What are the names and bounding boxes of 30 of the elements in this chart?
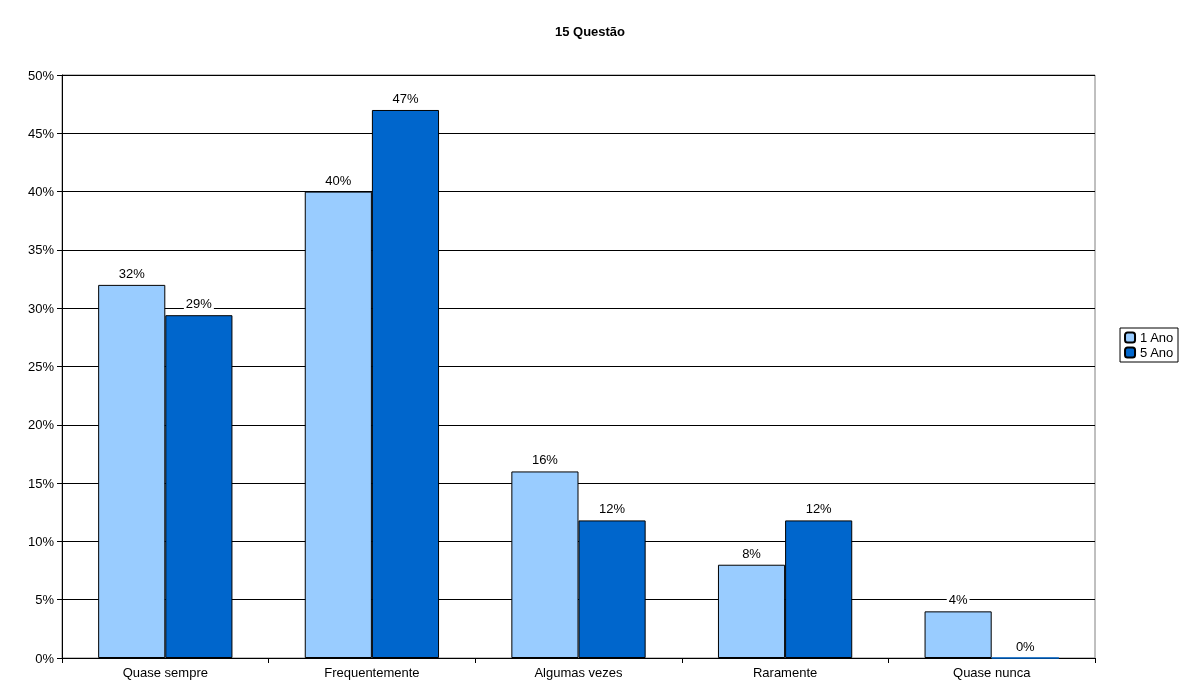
legend-label: 5 Ano — [1140, 345, 1174, 360]
y-tick-label: 10% — [27, 533, 55, 549]
data-label: 16% — [531, 452, 559, 468]
x-tick-label: Raramente — [752, 665, 818, 680]
data-label: 12% — [599, 501, 626, 517]
data-label: 47% — [392, 90, 419, 106]
data-label: 29% — [185, 296, 213, 312]
y-tick-label: 15% — [27, 475, 55, 491]
x-tick-label: Quase sempre — [122, 665, 208, 680]
y-tick-label: 45% — [27, 125, 55, 141]
y-tick-label: 35% — [27, 242, 55, 258]
x-tick-label: Frequentemente — [324, 665, 420, 680]
y-tick-label: 25% — [27, 359, 55, 374]
data-label: 40% — [325, 172, 352, 188]
y-tick-label: 0% — [35, 650, 55, 666]
y-tick-label: 40% — [27, 184, 55, 200]
data-label: 32% — [118, 265, 146, 281]
legend-label: 1 Ano — [1140, 330, 1174, 345]
data-label: 8% — [742, 545, 762, 561]
y-tick-label: 50% — [27, 67, 55, 83]
data-label: 4% — [948, 592, 968, 608]
y-tick-label: 20% — [27, 417, 55, 433]
data-label: 0% — [1015, 638, 1036, 654]
x-tick-label: Algumas vezes — [534, 665, 624, 680]
data-label: 12% — [805, 501, 833, 517]
y-tick-label: 30% — [27, 300, 55, 316]
x-tick-label: Quase nunca — [953, 665, 1032, 680]
chart-title: 15 Questão — [554, 24, 626, 39]
bar — [924, 611, 992, 658]
y-tick-label: 5% — [35, 592, 55, 608]
